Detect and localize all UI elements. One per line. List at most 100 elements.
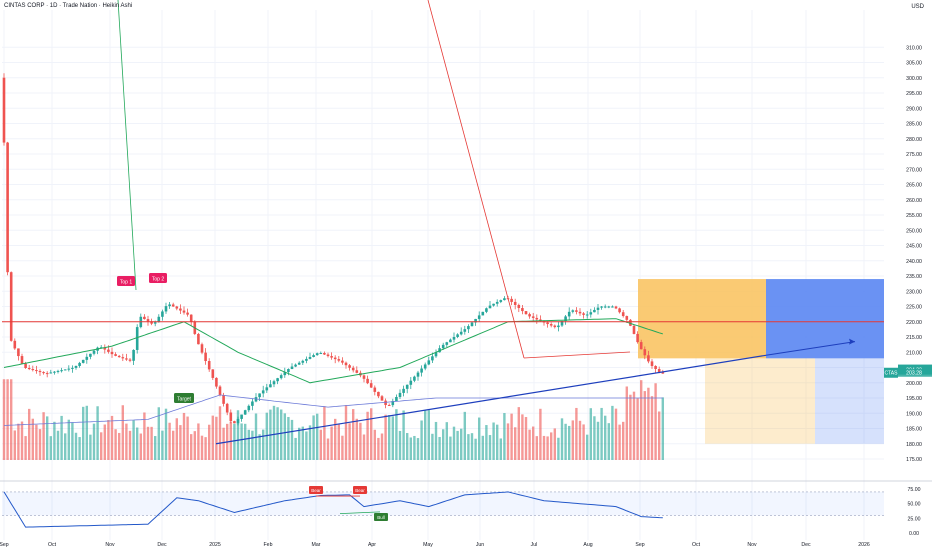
candle-body [366,378,369,384]
volume-bar [362,434,366,460]
price-tick-label: 235.00 [906,274,922,280]
volume-bar [586,434,589,460]
top-label-2: Top 2 [149,273,167,283]
candle-body [150,321,153,324]
volume-bar [31,418,34,460]
rsi-divergence-bull [339,511,381,515]
rsi-tick-label: 0.00 [909,531,919,537]
candle-body [78,362,81,366]
volume-bar [107,420,110,460]
volume-bar [262,429,265,460]
volume-bar [100,432,103,460]
candle-body [164,306,168,312]
volume-bar [341,435,344,460]
volume-bar [71,422,74,460]
volume-bar [478,417,481,460]
volume-bar [647,387,650,460]
volume-bar [589,408,592,460]
rsi-signal-text: Bear [355,488,365,493]
candle-body [362,375,366,379]
price-tick-label: 290.00 [906,106,922,112]
volume-bar [488,435,492,460]
volume-bar [359,422,362,460]
volume-bar [24,436,27,460]
target-label: Target [174,393,194,403]
sma-line [3,394,663,426]
volume-bar [424,410,427,460]
volume-bar [442,429,445,460]
symbol-tag [884,367,898,378]
candle-body [384,400,387,405]
volume-bar [366,411,369,460]
volume-bar [49,436,52,460]
volume-bar [218,406,222,460]
volume-bar [640,380,643,460]
volume-bar [542,435,546,460]
candle-body [117,355,121,358]
candle-body [63,369,67,371]
candle-body [344,362,348,366]
candle-body [495,301,499,304]
candle-body [427,360,431,365]
candle-body [402,388,405,393]
candle-body [233,421,236,424]
volume-series [2,379,664,460]
candle-body [467,326,470,330]
candle-body [229,412,233,422]
volume-bar [182,412,186,460]
candle-body [323,353,326,355]
candle-body [391,401,395,406]
candle-body [305,358,308,361]
volume-bar [132,420,135,460]
candle-body [485,308,488,312]
volume-bar [629,394,632,460]
volume-bar [240,423,243,460]
candle-body [423,364,427,369]
time-tick-label: May [423,542,433,548]
candle-body [143,316,146,320]
candle-body [582,313,585,315]
volume-bar [661,397,664,460]
candle-body [575,310,578,312]
candle-body [416,372,420,377]
volume-bar [514,427,517,460]
grid-lines [2,10,884,540]
candle-body [647,355,650,362]
candle-body [557,325,560,328]
volume-bar [402,410,405,460]
volume-bar [427,410,430,460]
candle-body [215,377,218,387]
price-tick-label: 190.00 [906,411,922,417]
volume-bar [222,427,225,460]
volume-bar [204,437,207,460]
volume-bar [175,418,178,460]
volume-bar [186,416,189,460]
candle-body [265,387,269,391]
volume-bar [607,423,610,460]
candle-body [611,306,614,308]
currency-label: USD [911,4,924,10]
time-tick-label: Apr [368,542,376,548]
volume-bar [280,409,283,460]
volume-bar [179,425,182,460]
volume-bar [326,438,330,460]
price-tick-label: 265.00 [906,183,922,189]
volume-bar [643,391,646,460]
price-tick-label: 285.00 [906,122,922,128]
candle-body [269,384,272,388]
volume-bar [74,432,78,460]
volume-bar [618,424,621,460]
rsi-signal-box [309,486,323,494]
volume-bar [233,423,236,460]
drawing-line-red-2 [523,351,631,359]
volume-bar [611,405,614,460]
volume-bar [114,429,117,460]
chart-title: CINTAS CORP · 1D · Trade Nation · Heikin… [4,3,133,9]
candle-body [168,304,171,307]
volume-bar [20,421,24,460]
volume-bar [236,410,240,460]
volume-bar [215,416,218,460]
volume-bar [348,423,351,460]
time-tick-label: Oct [692,542,701,548]
